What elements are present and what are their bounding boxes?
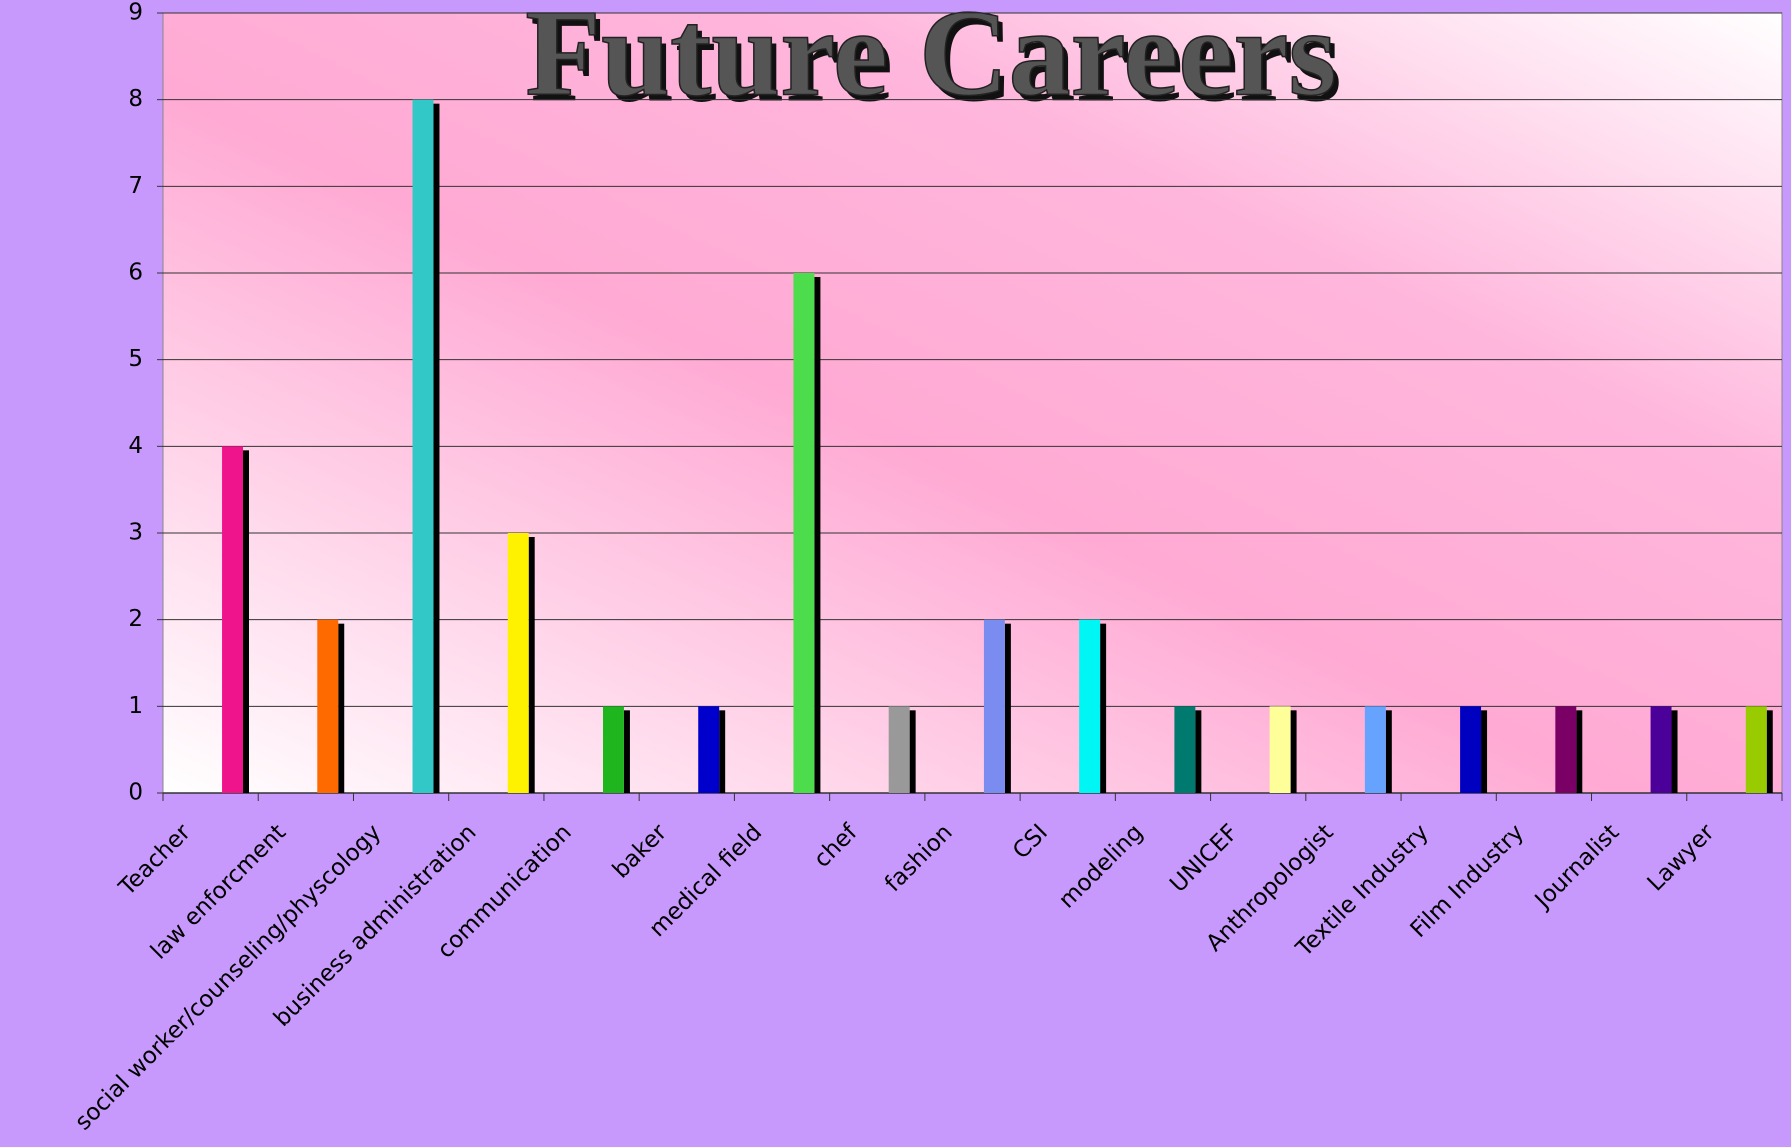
bar [1650, 706, 1672, 793]
bar [1460, 706, 1482, 793]
chart-title-shadow: Future Careers [530, 0, 1342, 127]
bar-shadow [1385, 710, 1392, 793]
y-tick-label: 6 [128, 260, 143, 286]
bar [1079, 619, 1101, 793]
x-tick-label: Journalist [1529, 819, 1624, 914]
bar-shadow [242, 450, 249, 793]
x-tick-label: baker [608, 819, 673, 884]
bar [1364, 706, 1386, 793]
bar-shadow [909, 710, 916, 793]
x-tick-label: chef [809, 819, 863, 873]
y-tick-label: 5 [128, 346, 143, 372]
y-tick-label: 0 [128, 780, 143, 806]
bar [1174, 706, 1196, 793]
bar-shadow [1481, 710, 1488, 793]
bar-shadow [1004, 623, 1011, 793]
bar-shadow [338, 623, 345, 793]
bar-shadow [433, 103, 440, 793]
chart-title: Future Careers [525, 0, 1337, 121]
bar [698, 706, 720, 793]
y-tick-label: 2 [128, 606, 143, 632]
x-tick-label: CSI [1008, 819, 1053, 864]
y-tick-label: 9 [128, 0, 143, 26]
bar [1745, 706, 1767, 793]
y-tick-label: 7 [128, 173, 143, 199]
bar-shadow [1576, 710, 1583, 793]
y-tick-label: 3 [128, 520, 143, 546]
x-tick-label: UNICEF [1165, 819, 1243, 897]
bar [888, 706, 910, 793]
bar [983, 619, 1005, 793]
bar-shadow [1195, 710, 1202, 793]
bar-shadow [1766, 710, 1773, 793]
y-tick-label: 8 [128, 86, 143, 112]
bar-shadow [1290, 710, 1297, 793]
bar-shadow [814, 277, 821, 793]
x-tick-label: modeling [1054, 819, 1148, 913]
x-tick-label: Teacher [114, 819, 197, 902]
bar-shadow [528, 537, 535, 793]
bar [317, 619, 339, 793]
bar [793, 273, 815, 793]
x-tick-label: Lawyer [1643, 819, 1720, 896]
y-tick-label: 1 [128, 693, 143, 719]
bar [1555, 706, 1577, 793]
bar [1269, 706, 1291, 793]
y-tick-label: 4 [128, 433, 143, 459]
bar-shadow [623, 710, 630, 793]
bar [602, 706, 624, 793]
x-tick-label: fashion [880, 819, 958, 897]
bar [507, 533, 529, 793]
bar [222, 446, 243, 793]
x-tick-label: business administration [269, 819, 482, 1032]
bar [412, 99, 434, 793]
bar-shadow [1671, 710, 1678, 793]
bar-shadow [719, 710, 726, 793]
plot-area [162, 12, 1783, 794]
bar-shadow [1100, 623, 1107, 793]
